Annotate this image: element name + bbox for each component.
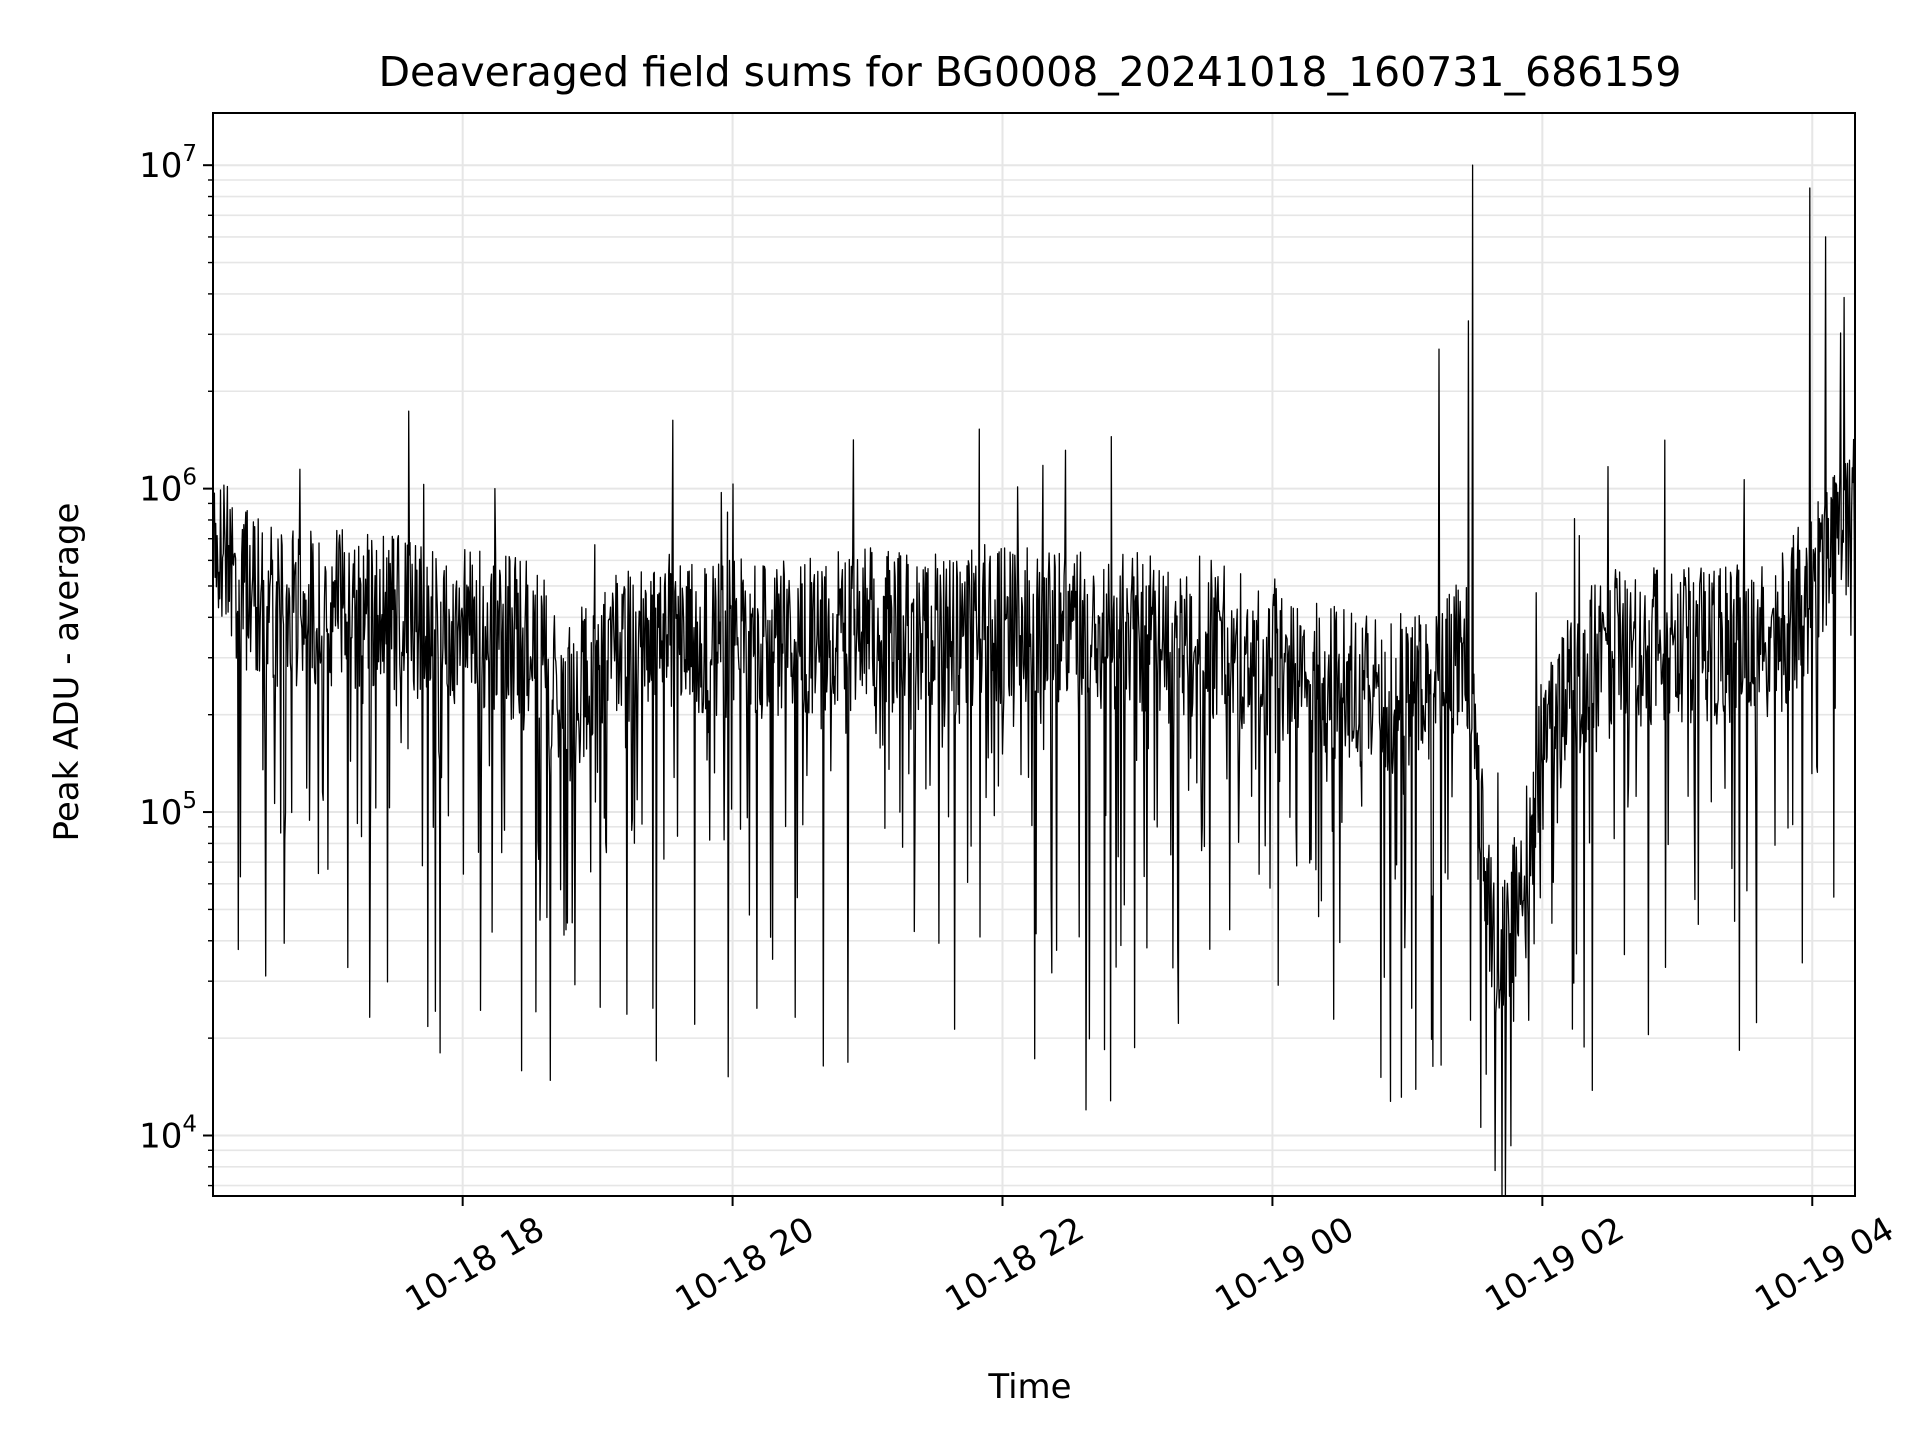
x-axis-label: Time — [987, 1367, 1071, 1407]
series-line — [212, 164, 1856, 1197]
y-tick-label: 107 — [139, 141, 197, 186]
y-tick-label: 106 — [139, 465, 197, 510]
y-axis-label: Peak ADU - average — [47, 503, 87, 842]
y-tick-label: 104 — [139, 1111, 197, 1156]
plot-frame — [212, 112, 1856, 1197]
chart-title: Deaveraged field sums for BG0008_2024101… — [378, 48, 1681, 96]
y-tick-label: 105 — [139, 788, 197, 833]
series-layer — [212, 164, 1856, 1197]
